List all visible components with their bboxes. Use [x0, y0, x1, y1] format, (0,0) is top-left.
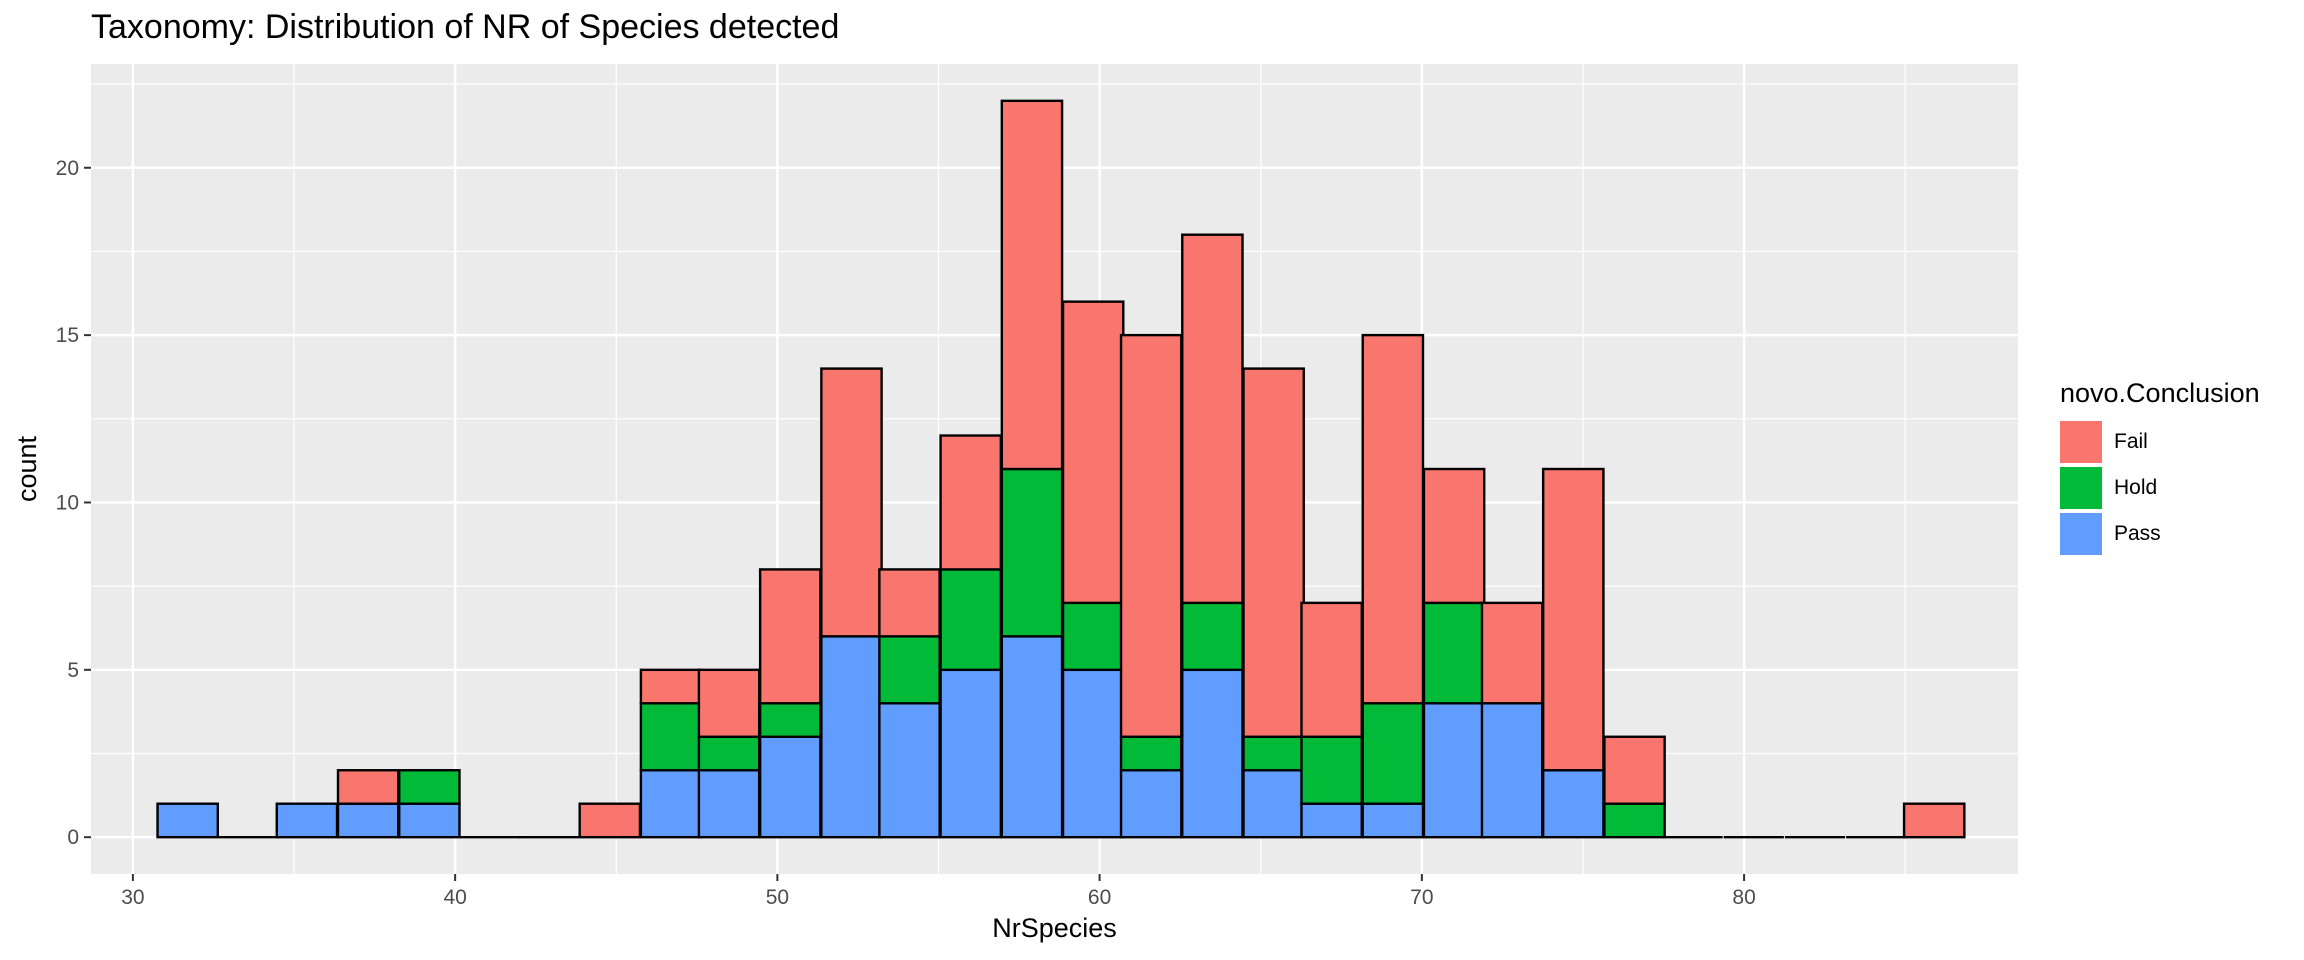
bar-pass	[1541, 769, 1605, 839]
bar-hold	[1061, 601, 1125, 672]
bar-pass	[758, 735, 822, 839]
bar-fail	[578, 802, 642, 839]
bar-fail	[1541, 467, 1605, 772]
bar-pass	[1422, 702, 1486, 839]
legend-title: novo.Conclusion	[2060, 378, 2260, 408]
bar-fail	[878, 568, 941, 638]
bar-hold	[398, 769, 461, 805]
x-axis: 30 40 50 60 70 80	[121, 874, 1756, 909]
y-tick-label: 5	[67, 659, 79, 682]
legend-key-hold	[2060, 467, 2102, 509]
bar-pass	[1181, 668, 1244, 839]
y-tick-label: 10	[56, 491, 79, 514]
bar-hold	[758, 702, 822, 738]
legend: novo.Conclusion Fail Hold Pass	[2060, 378, 2260, 557]
x-tick-label: 70	[1410, 886, 1433, 909]
x-tick-label: 40	[443, 886, 466, 909]
bar-hold	[639, 702, 703, 772]
bar-fail	[758, 568, 822, 705]
bar-fail	[820, 367, 883, 638]
bar-fail	[1480, 601, 1544, 705]
bar-fail	[1603, 735, 1666, 805]
legend-item-fail: Fail	[2060, 419, 2260, 465]
legend-item-pass: Pass	[2060, 511, 2260, 557]
x-tick-label: 30	[121, 886, 144, 909]
bar-hold	[1000, 467, 1064, 638]
bar-hold	[1242, 735, 1305, 772]
bar-hold	[1603, 802, 1666, 839]
y-axis-title: count	[12, 435, 42, 502]
bar-hold	[1181, 601, 1244, 672]
bar-hold	[697, 735, 761, 772]
bar-hold	[1422, 601, 1486, 705]
bar-pass	[336, 802, 400, 839]
y-tick-label: 15	[56, 324, 79, 347]
bar-pass	[697, 769, 761, 839]
legend-label-hold: Hold	[2114, 476, 2158, 499]
bar-fail	[1300, 601, 1363, 738]
bar-fail	[1000, 99, 1064, 471]
bar-hold	[1361, 702, 1425, 805]
y-tick-label: 20	[56, 157, 79, 180]
bar-pass	[639, 769, 703, 839]
chart-title: Taxonomy: Distribution of NR of Species …	[91, 8, 840, 46]
bar-pass	[1242, 769, 1305, 839]
x-tick-label: 80	[1732, 886, 1755, 909]
bar-pass	[156, 802, 220, 839]
bar-fail	[1902, 802, 1966, 839]
bar-pass	[1300, 802, 1363, 839]
bar-hold	[1300, 735, 1363, 805]
legend-label-pass: Pass	[2114, 522, 2161, 545]
bar-pass	[1000, 635, 1064, 839]
bar-pass	[275, 802, 339, 839]
bar-pass	[1480, 702, 1544, 839]
bar-fail	[939, 434, 1003, 571]
legend-item-hold: Hold	[2060, 465, 2260, 511]
x-axis-title: NrSpecies	[992, 913, 1117, 943]
stacked-bars	[156, 99, 1966, 839]
bar-pass	[398, 802, 461, 839]
bar-fail	[1422, 467, 1486, 605]
x-tick-label: 60	[1088, 886, 1111, 909]
bar-fail	[1242, 367, 1305, 738]
legend-label-fail: Fail	[2114, 430, 2148, 453]
y-axis: 0 5 10 15 20	[56, 157, 91, 849]
bar-fail	[697, 668, 761, 738]
bar-fail	[639, 668, 703, 705]
bar-fail	[1061, 300, 1125, 605]
bar-pass	[878, 702, 941, 839]
bar-hold	[939, 568, 1003, 672]
bar-pass	[939, 668, 1003, 839]
y-tick-label: 0	[67, 826, 79, 849]
bar-fail	[336, 769, 400, 805]
bar-fail	[1181, 233, 1244, 605]
bar-pass	[820, 635, 883, 839]
bar-hold	[878, 635, 941, 705]
x-tick-label: 50	[766, 886, 789, 909]
legend-key-fail	[2060, 421, 2102, 463]
bar-fail	[1361, 333, 1425, 705]
bar-fail	[1119, 333, 1183, 738]
bar-pass	[1361, 802, 1425, 839]
legend-key-pass	[2060, 513, 2102, 555]
bar-hold	[1119, 735, 1183, 772]
bar-pass	[1119, 769, 1183, 839]
bar-pass	[1061, 668, 1125, 839]
